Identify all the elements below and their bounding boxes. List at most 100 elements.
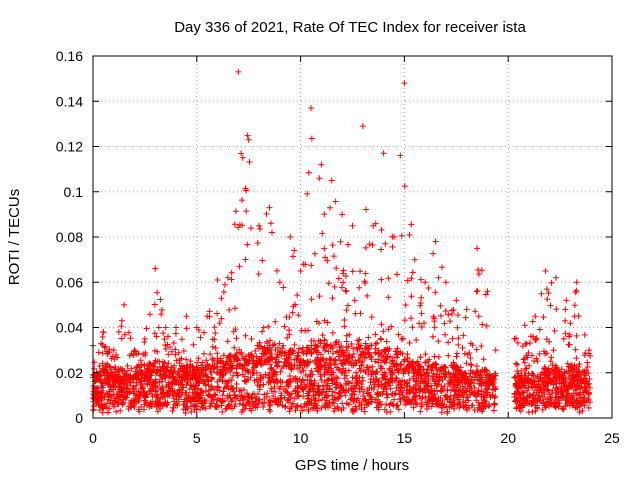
data-point: [138, 386, 145, 393]
data-point: [206, 308, 213, 315]
data-point: [572, 346, 579, 353]
data-point: [324, 341, 331, 348]
data-point: [306, 346, 313, 353]
data-point: [355, 395, 362, 402]
data-point: [350, 398, 357, 405]
data-point: [284, 334, 291, 341]
data-point: [521, 400, 528, 407]
data-point: [529, 384, 536, 391]
data-point: [188, 408, 195, 415]
data-point: [317, 357, 324, 364]
data-point: [282, 349, 289, 356]
data-point: [177, 381, 184, 388]
data-point: [486, 381, 493, 388]
data-point: [576, 361, 583, 368]
data-point: [397, 152, 404, 159]
data-point: [327, 204, 334, 211]
data-point: [479, 321, 486, 328]
data-point: [344, 347, 351, 354]
data-point: [229, 397, 236, 404]
data-point: [109, 353, 116, 360]
data-point: [455, 311, 462, 318]
data-point: [325, 348, 332, 355]
data-point: [449, 335, 456, 342]
data-point: [340, 267, 347, 274]
data-point: [319, 332, 326, 339]
data-point: [219, 377, 226, 384]
data-point: [350, 397, 357, 404]
data-point: [448, 310, 455, 317]
data-point: [227, 360, 234, 367]
data-point: [223, 380, 230, 387]
data-point: [152, 376, 159, 383]
data-point: [389, 401, 396, 408]
data-point: [212, 330, 219, 337]
data-point: [345, 241, 352, 248]
data-point: [228, 398, 235, 405]
data-point: [305, 327, 312, 334]
y-tick-label: 0.12: [56, 139, 83, 155]
data-point: [287, 377, 294, 384]
data-point: [248, 351, 255, 358]
data-point: [278, 395, 285, 402]
data-point: [539, 393, 546, 400]
data-point-peak: [256, 222, 263, 229]
data-point: [340, 352, 347, 359]
data-point: [103, 390, 110, 397]
data-point: [378, 365, 385, 372]
data-point: [385, 275, 392, 282]
data-point: [406, 340, 413, 347]
data-point: [375, 400, 382, 407]
data-point: [90, 391, 97, 398]
data-point: [347, 396, 354, 403]
data-point: [368, 399, 375, 406]
data-point: [237, 361, 244, 368]
data-point: [246, 357, 253, 364]
data-point: [136, 408, 143, 415]
data-point: [199, 359, 206, 366]
data-point-peak: [204, 313, 211, 320]
data-point: [269, 372, 276, 379]
data-point: [252, 395, 259, 402]
data-point: [321, 378, 328, 385]
data-point: [265, 375, 272, 382]
data-point-peak: [391, 234, 398, 240]
data-point: [267, 408, 274, 415]
data-point: [297, 368, 304, 375]
data-point: [247, 225, 254, 232]
data-point: [548, 368, 555, 375]
data-point: [127, 400, 134, 407]
data-point: [435, 338, 442, 345]
data-point: [225, 401, 232, 408]
data-point: [512, 380, 519, 387]
data-point: [94, 384, 101, 391]
data-point: [175, 389, 182, 396]
data-point: [531, 378, 538, 385]
data-point: [473, 288, 480, 295]
data-point: [246, 158, 253, 165]
data-point: [216, 320, 223, 327]
data-point: [118, 323, 125, 330]
data-point: [533, 336, 540, 343]
data-point: [551, 327, 558, 334]
data-point: [581, 399, 588, 406]
chart-title: Day 336 of 2021, Rate Of TEC Index for r…: [174, 19, 526, 36]
data-point: [401, 384, 408, 391]
data-point: [155, 401, 162, 408]
x-tick-label: 15: [397, 430, 413, 446]
data-point: [455, 335, 462, 342]
data-point: [426, 356, 433, 363]
data-point: [345, 359, 352, 366]
data-point: [194, 403, 201, 410]
data-point: [105, 381, 112, 388]
data-point: [198, 387, 205, 394]
data-point-peak: [193, 324, 200, 331]
data-point: [378, 401, 385, 408]
data-point: [475, 266, 482, 273]
data-point: [98, 400, 105, 407]
data-point: [340, 404, 347, 411]
data-point: [553, 306, 560, 313]
data-point-peak: [121, 301, 128, 308]
data-point: [377, 335, 384, 342]
data-point: [563, 368, 570, 375]
